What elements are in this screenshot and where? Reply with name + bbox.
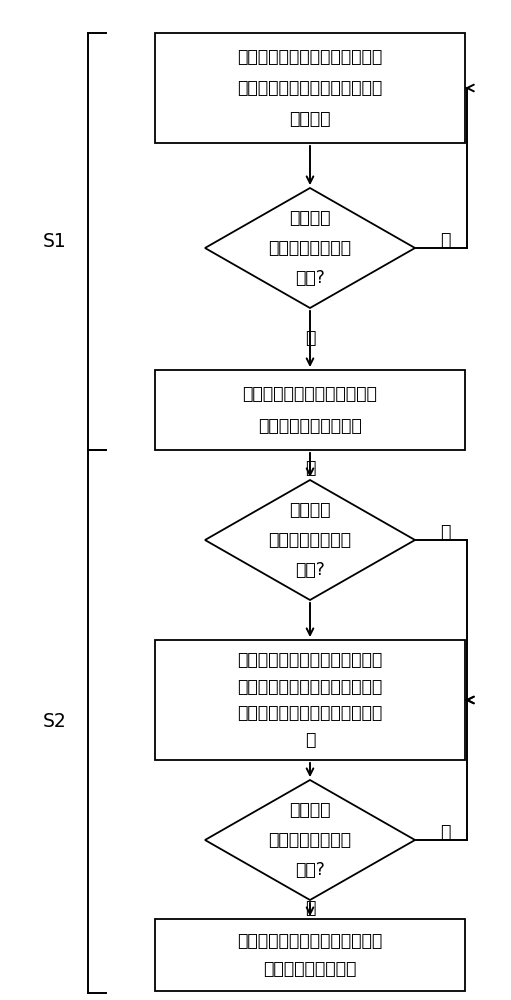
- Text: 是: 是: [305, 459, 315, 477]
- Text: 是: 是: [305, 329, 315, 347]
- Text: 电压?: 电压?: [295, 561, 325, 579]
- Text: S2: S2: [43, 712, 67, 731]
- Bar: [155, 640, 465, 760]
- Text: 是否大于第二参考: 是否大于第二参考: [268, 831, 352, 849]
- Text: 通过同步整流控制器的迟滞单元: 通过同步整流控制器的迟滞单元: [238, 651, 383, 669]
- Text: 跨压信号: 跨压信号: [289, 110, 331, 128]
- Polygon shape: [205, 188, 415, 308]
- Text: 电压?: 电压?: [295, 269, 325, 287]
- Text: S1: S1: [43, 232, 67, 251]
- Text: 否: 否: [440, 823, 450, 841]
- Text: 的功率半导体开关源漏极两端的: 的功率半导体开关源漏极两端的: [238, 79, 383, 97]
- Text: 跨压信号: 跨压信号: [289, 801, 331, 819]
- Text: 拉: 拉: [305, 731, 315, 749]
- Text: 通过同步整流控制器的开启单: 通过同步整流控制器的开启单: [243, 385, 378, 403]
- Text: 否: 否: [440, 231, 450, 249]
- Text: 实时采集获取隔离型电源二次侧: 实时采集获取隔离型电源二次侧: [238, 48, 383, 66]
- Bar: [155, 33, 465, 143]
- Text: 是否小于开启阈值: 是否小于开启阈值: [268, 239, 352, 257]
- Text: 关闭功率半导体开关: 关闭功率半导体开关: [263, 960, 357, 978]
- Text: 是否大于第一参考: 是否大于第一参考: [268, 531, 352, 549]
- Bar: [155, 919, 465, 991]
- Text: 通过同步整流控制器的关闭单元: 通过同步整流控制器的关闭单元: [238, 932, 383, 950]
- Text: 是: 是: [305, 899, 315, 917]
- Polygon shape: [205, 480, 415, 600]
- Text: 电压?: 电压?: [295, 861, 325, 879]
- Text: 元开启功率半导体开关: 元开启功率半导体开关: [258, 417, 362, 435]
- Text: 跨压信号: 跨压信号: [289, 501, 331, 519]
- Polygon shape: [205, 780, 415, 900]
- Text: 否: 否: [440, 523, 450, 541]
- Bar: [155, 370, 465, 450]
- Text: 开始间断循环开启，对功率半导: 开始间断循环开启，对功率半导: [238, 678, 383, 696]
- Text: 体开关的栅极电压阶梯式逐步下: 体开关的栅极电压阶梯式逐步下: [238, 704, 383, 722]
- Text: 跨压信号: 跨压信号: [289, 209, 331, 227]
